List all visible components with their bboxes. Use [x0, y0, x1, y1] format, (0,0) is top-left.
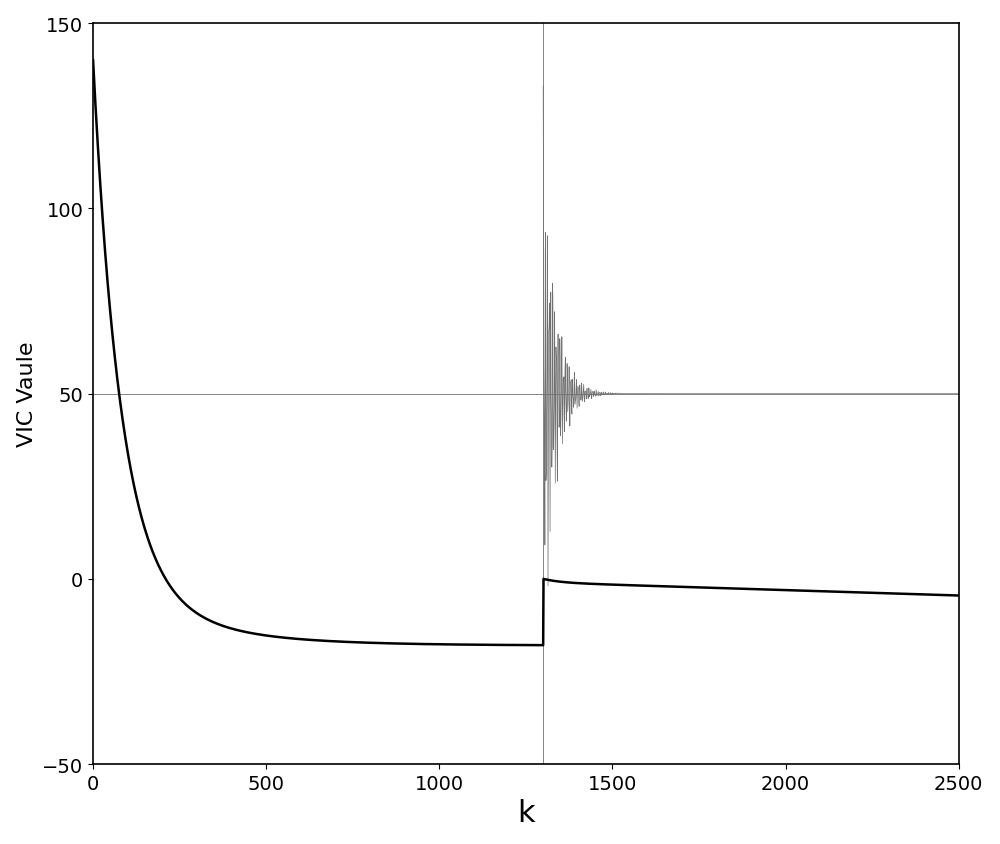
Y-axis label: VIC Vaule: VIC Vaule [17, 342, 37, 446]
X-axis label: k: k [517, 798, 535, 827]
